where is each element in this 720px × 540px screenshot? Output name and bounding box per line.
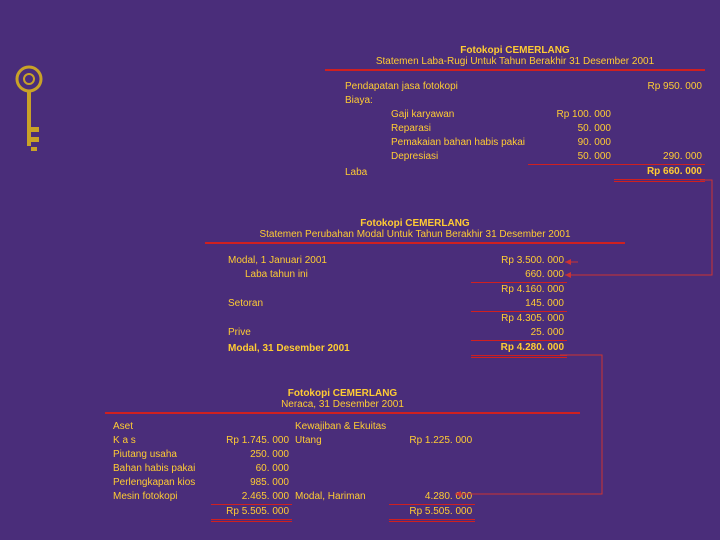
row-label: Prive <box>225 326 471 341</box>
s3-subtitle: Neraca, 31 Desember 2001 <box>105 399 580 410</box>
equity-statement-body: Modal, 1 Januari 2001 Rp 3.500. 000 Laba… <box>225 254 567 358</box>
income-statement-body: Pendapatan jasa fotokopi Rp 950. 000 Bia… <box>342 80 705 182</box>
row-label: Perlengkapan kios <box>110 476 211 490</box>
row-value: Rp 4.280. 000 <box>471 341 567 357</box>
row-label: Bahan habis pakai <box>110 462 211 476</box>
exp-value: Rp 100. 000 <box>528 108 614 122</box>
balance-sheet-header: Fotokopi CEMERLANG Neraca, 31 Desember 2… <box>105 388 580 416</box>
left-total: Rp 5.505. 000 <box>211 505 292 521</box>
row-value: 4.280. 000 <box>389 490 475 505</box>
exp-label: Depresiasi <box>388 150 528 165</box>
row-value: Rp 4.160. 000 <box>471 283 567 298</box>
row-value: Rp 1.225. 000 <box>389 434 475 448</box>
row-value: 250. 000 <box>211 448 292 462</box>
row-label <box>225 312 471 327</box>
balance-sheet-body: Aset Kewajiban & Ekuitas K a s Rp 1.745.… <box>110 420 475 522</box>
exp-label: Reparasi <box>388 122 528 136</box>
revenue-value: Rp 950. 000 <box>614 80 705 94</box>
exp-value: 90. 000 <box>528 136 614 150</box>
row-value: 145. 000 <box>471 297 567 312</box>
row-label <box>225 283 471 298</box>
row-label: Modal, 31 Desember 2001 <box>225 341 471 357</box>
revenue-label: Pendapatan jasa fotokopi <box>342 80 528 94</box>
row-value: Rp 1.745. 000 <box>211 434 292 448</box>
liab-header: Kewajiban & Ekuitas <box>292 420 389 434</box>
laba-label: Laba <box>342 165 388 181</box>
laba-value: Rp 660. 000 <box>614 165 705 181</box>
row-label: Modal, Hariman <box>292 490 389 505</box>
s1-subtitle: Statemen Laba-Rugi Untuk Tahun Berakhir … <box>325 56 705 67</box>
aset-header: Aset <box>110 420 211 434</box>
exp-value: 50. 000 <box>528 150 614 165</box>
row-value: 25. 000 <box>471 326 567 341</box>
equity-statement-header: Fotokopi CEMERLANG Statemen Perubahan Mo… <box>205 218 625 246</box>
expense-header: Biaya: <box>342 94 705 108</box>
row-label: Utang <box>292 434 389 448</box>
row-value: 60. 000 <box>211 462 292 476</box>
exp-value: 50. 000 <box>528 122 614 136</box>
s3-title: Fotokopi CEMERLANG <box>105 388 580 399</box>
row-label: Piutang usaha <box>110 448 211 462</box>
row-value: 985. 000 <box>211 476 292 490</box>
row-label: Setoran <box>225 297 471 312</box>
row-value: 2.465. 000 <box>211 490 292 505</box>
exp-label: Pemakaian bahan habis pakai <box>388 136 528 150</box>
right-total: Rp 5.505. 000 <box>389 505 475 521</box>
row-value: 660. 000 <box>471 268 567 283</box>
s2-title: Fotokopi CEMERLANG <box>205 218 625 229</box>
row-label: Modal, 1 Januari 2001 <box>225 254 471 268</box>
exp-total: 290. 000 <box>614 150 705 165</box>
income-statement-header: Fotokopi CEMERLANG Statemen Laba-Rugi Un… <box>325 45 705 73</box>
s1-title: Fotokopi CEMERLANG <box>325 45 705 56</box>
row-value: Rp 4.305. 000 <box>471 312 567 327</box>
exp-label: Gaji karyawan <box>388 108 528 122</box>
key-icon <box>15 65 43 165</box>
row-label: K a s <box>110 434 211 448</box>
row-value: Rp 3.500. 000 <box>471 254 567 268</box>
row-label: Mesin fotokopi <box>110 490 211 505</box>
row-label: Laba tahun ini <box>225 268 471 283</box>
s2-subtitle: Statemen Perubahan Modal Untuk Tahun Ber… <box>205 229 625 240</box>
